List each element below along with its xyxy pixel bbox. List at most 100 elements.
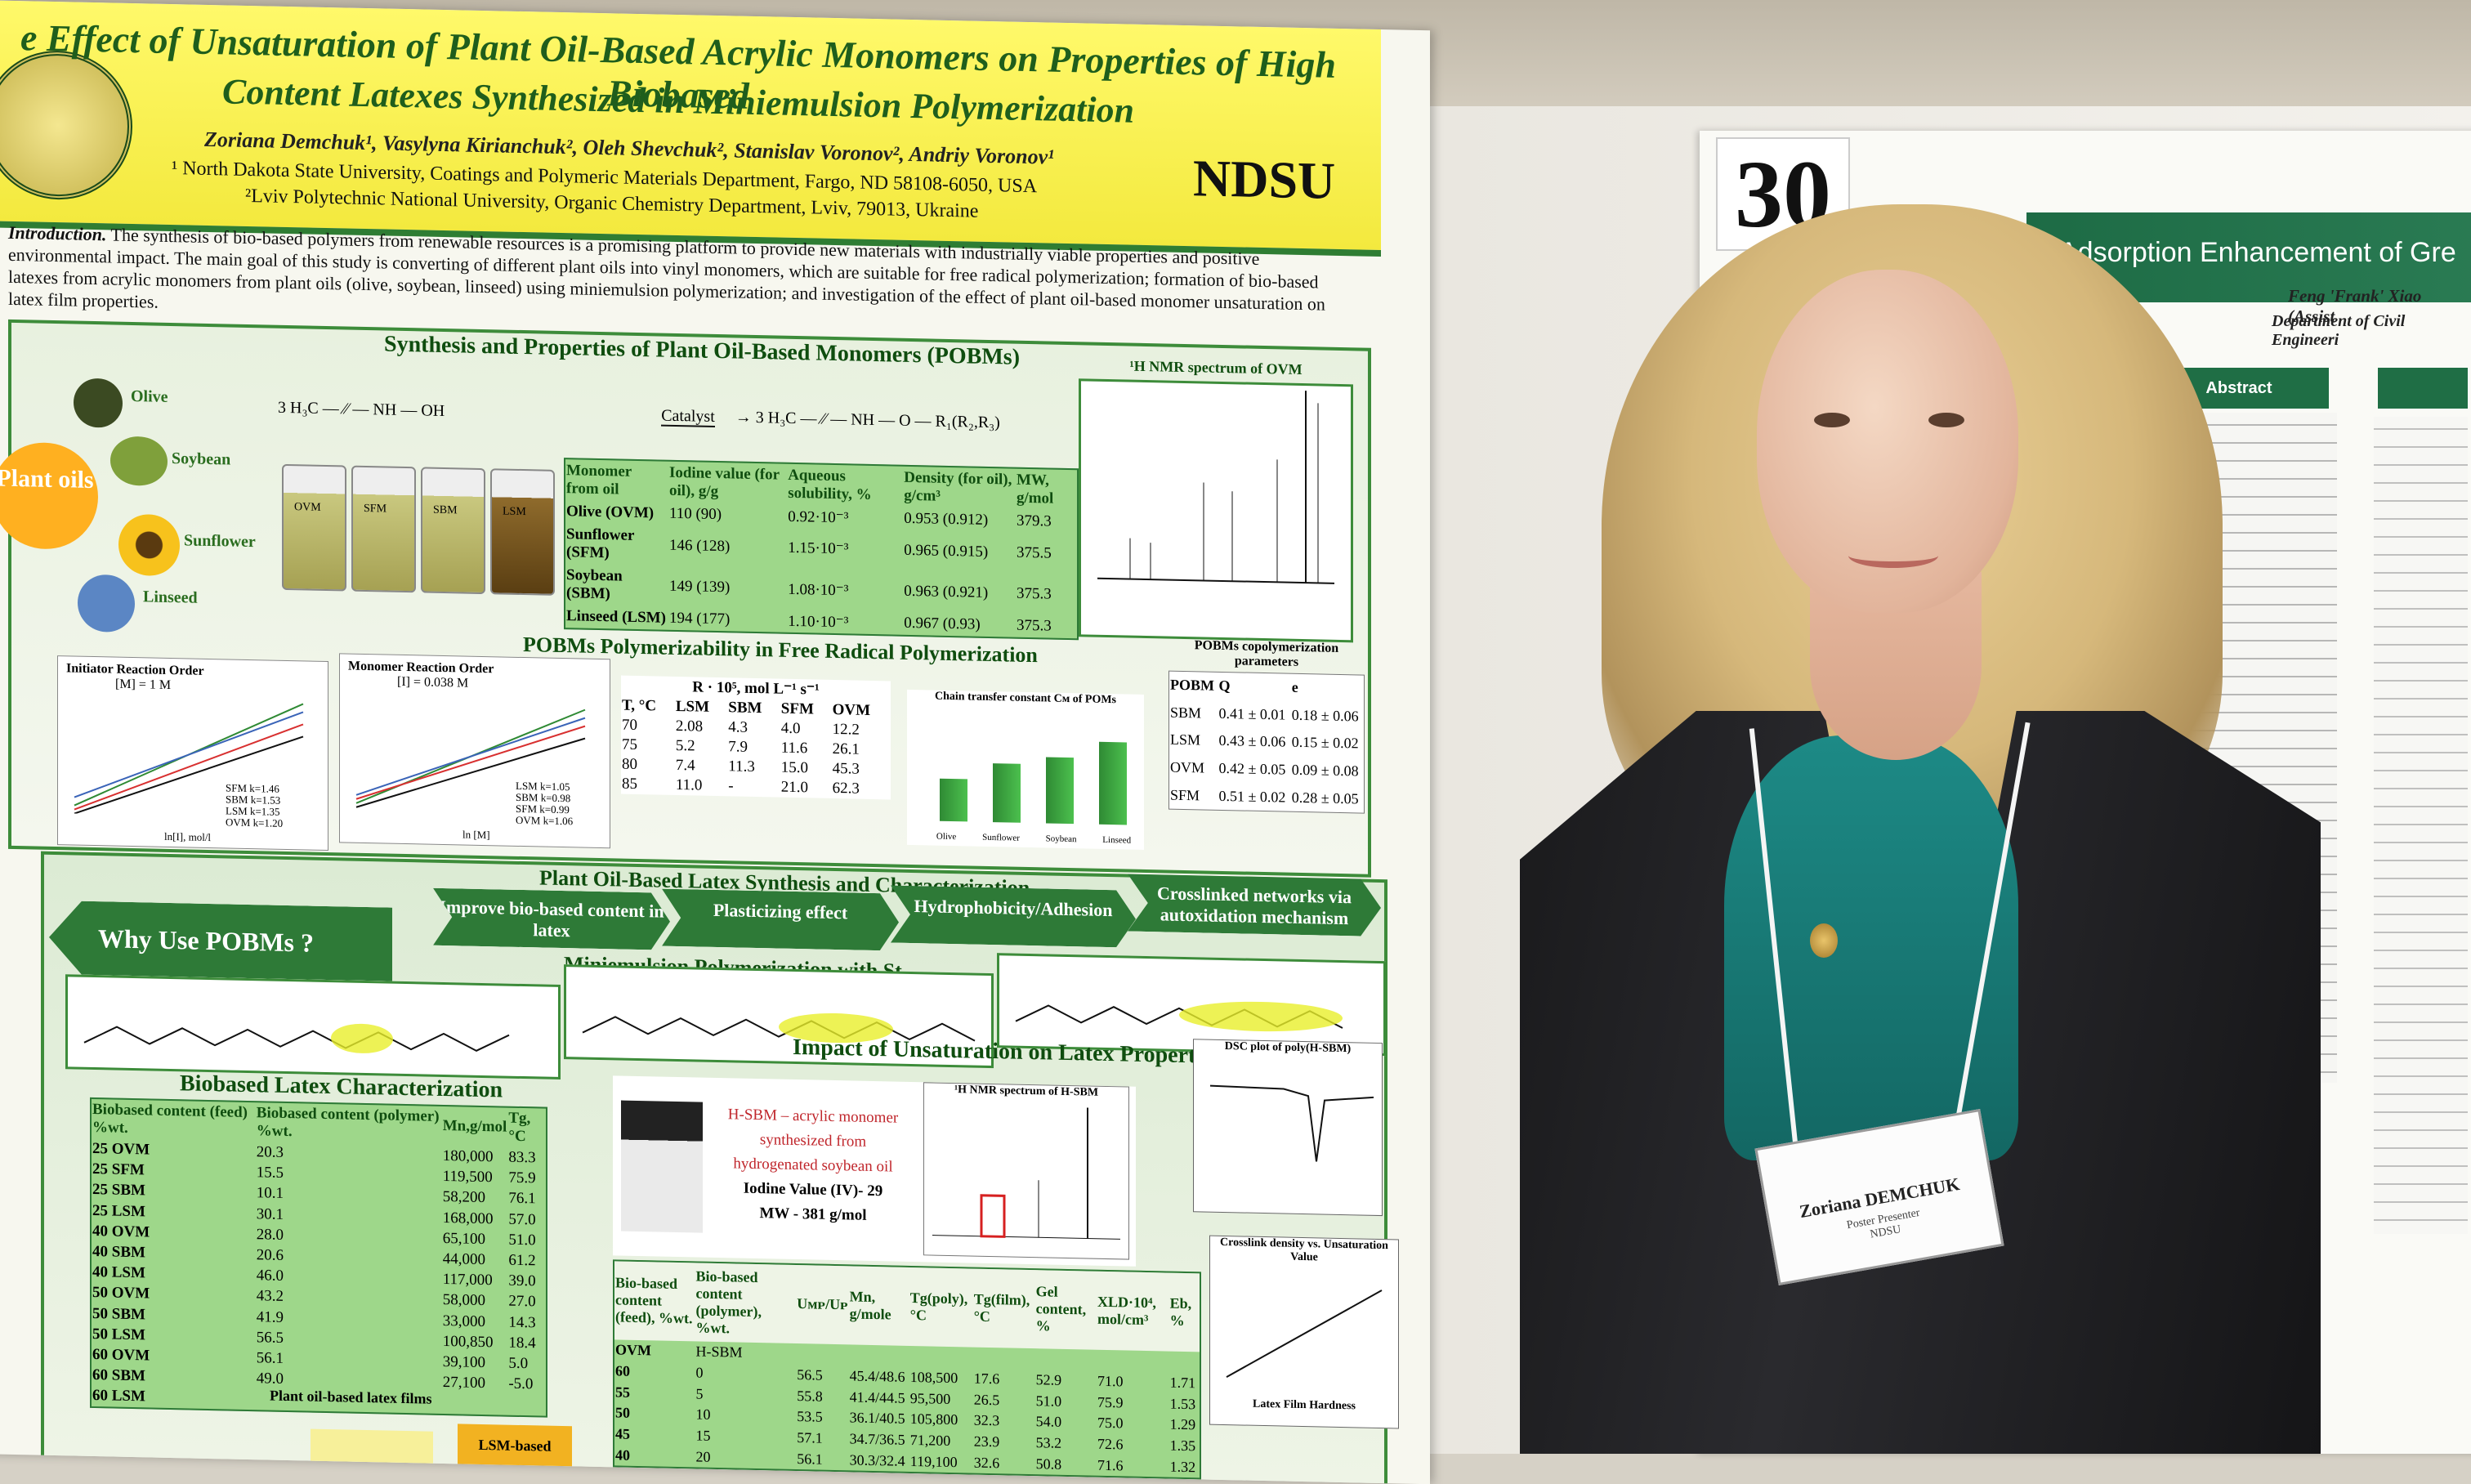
table-header: Biobased content (feed) %wt. [92,1101,248,1138]
table-header: Eb, % [1169,1294,1192,1329]
right-poster-column [2374,417,2468,1234]
linseed-image-icon [78,574,135,633]
table-cell: 57.1 [797,1429,823,1446]
sunflower-image-icon [118,513,180,577]
table-cell: Soybean (SBM) [566,566,623,603]
table-header: Mn, g/mole [849,1288,891,1323]
table-cell: 21.0 [780,778,809,797]
chain-bar-olive [940,778,967,822]
table-cell: 194 (177) [668,610,731,628]
table-cell: 20 [695,1448,711,1465]
table-cell: 51.0 [1035,1392,1062,1410]
crosslink-plot: Crosslink density vs. Unsaturation Value… [1209,1235,1399,1429]
table-header: OVM [832,700,871,719]
table-cell: 60 [615,1362,630,1379]
table-cell: 379.3 [1016,512,1052,530]
plot-xlabel: ln[I], mol/l [164,829,212,844]
hsbm-nmr-plot: ¹H NMR spectrum of H-SBM [923,1082,1129,1260]
table-cell: 168,000 [442,1209,494,1227]
table-header: LSM [675,697,710,716]
table-cell: 61.2 [508,1251,536,1270]
table-cell: 60 LSM [92,1387,145,1406]
table-cell: 0.28 ± 0.05 [1291,789,1359,807]
table-header: Gel content, % [1035,1283,1087,1335]
table-cell: 75.0 [1097,1415,1124,1432]
table-cell: 62.3 [832,779,860,798]
ovm-structure-drawing [83,1023,510,1053]
table-cell: 50.8 [1035,1455,1062,1473]
legend-item: OVM k=1.20 [226,816,284,829]
oil-label-linseed: Linseed [143,588,198,607]
person-mouth [1848,543,1938,568]
benefit-bio-content: Improve bio-based content in latex [433,888,670,950]
table-cell: 14.3 [508,1313,536,1331]
table-cell: 12.2 [832,720,860,739]
chain-bar-linseed [1099,741,1127,825]
table-cell: OVM [615,1341,651,1359]
table-cell: 180,000 [442,1147,494,1166]
latex-films-caption: Plant oil-based latex films [270,1387,432,1407]
table-cell: 75.9 [1097,1393,1124,1411]
table-cell: 0.965 (0.915) [904,541,989,561]
table-cell: 119,500 [442,1168,493,1187]
table-cell: 1.15·10⁻³ [788,539,849,558]
table-cell: 45.4/48.6 [849,1367,905,1385]
table-cell: 10 [695,1406,711,1424]
table-row: SBM 0.41 ± 0.01 0.18 ± 0.06 [1169,699,1364,731]
vial-ovm [282,463,346,592]
table-cell: 119,100 [909,1452,958,1470]
table-cell: 41.4/44.5 [849,1388,905,1406]
person-top [1724,735,2018,1160]
table-header: Uмᴘ/Uᴘ [797,1295,848,1313]
table-cell: 34.7/36.5 [849,1430,905,1448]
hsbm-iodine: Iodine Value (IV)- 29 [743,1179,883,1200]
table-cell: 7.9 [728,738,748,756]
hsbm-desc: H-SBM – acrylic monomer synthesized from… [727,1106,899,1176]
table-cell: 11.3 [728,758,755,776]
table-header: Aqueous solubility, % [788,467,872,504]
table-cell: 0.92·10⁻³ [788,507,849,526]
hsbm-description: H-SBM – acrylic monomer synthesized from… [613,1075,1136,1267]
table-cell: 0.43 ± 0.06 [1218,732,1286,751]
sbm-structure [564,964,994,1069]
table-cell: SFM [1170,786,1200,804]
pendant-icon [1810,923,1838,958]
table-cell: 71,200 [909,1431,951,1449]
initiator-order-plot: Initiator Reaction Order [M] = 1 M SFM k… [57,655,328,852]
nmr-spectrum-ovm: ¹H NMR spectrum of OVM [1079,358,1353,643]
table-cell: 75 [622,735,637,753]
bar-label: Linseed [1102,834,1132,846]
table-cell: 39,100 [442,1352,485,1372]
sbm-structure-drawing [582,1012,976,1044]
plot-xlabel: ln [M] [462,828,490,842]
table-cell: 23.9 [973,1433,1000,1450]
table-cell: Linseed (LSM) [566,607,666,627]
table-cell: 375.3 [1016,616,1052,635]
table-header: Density (for oil), g/cm³ [904,468,1012,505]
table-cell: 71.0 [1097,1372,1124,1390]
table-cell: 26.5 [973,1391,1000,1408]
benefit-hydrophobicity: Hydrophobicity/Adhesion [891,885,1136,947]
table-cell: 5.0 [508,1354,529,1373]
table-cell: 375.3 [1016,585,1052,603]
table-cell [507,1394,546,1415]
table-cell: 0 [695,1364,704,1381]
table-cell: 75.9 [508,1169,536,1187]
soybean-image-icon [110,436,168,486]
copoly-title: POBMs copolymerization parameters [1194,638,1339,669]
legend-item: OVM k=1.06 [516,813,574,828]
table-cell: 85 [622,775,637,793]
left-poster: e Effect of Unsaturation of Plant Oil-Ba… [0,0,1430,1484]
table-cell: 1.10·10⁻³ [788,612,849,632]
table-cell: 2.08 [675,717,704,735]
table-row: OVM 0.42 ± 0.05 0.09 ± 0.08 [1169,753,1364,785]
table-cell: Sunflower (SFM) [566,525,635,562]
bar-label: Soybean [1045,834,1077,845]
vial-label-sbm: SBM [433,503,458,517]
table-cell: 44,000 [442,1249,485,1268]
table-cell: 56.5 [797,1366,823,1383]
table-cell: 39.0 [508,1272,536,1290]
dsc-curve [1209,1084,1374,1162]
table-cell: 11.6 [780,739,808,758]
table-cell: 72.6 [1097,1435,1124,1453]
